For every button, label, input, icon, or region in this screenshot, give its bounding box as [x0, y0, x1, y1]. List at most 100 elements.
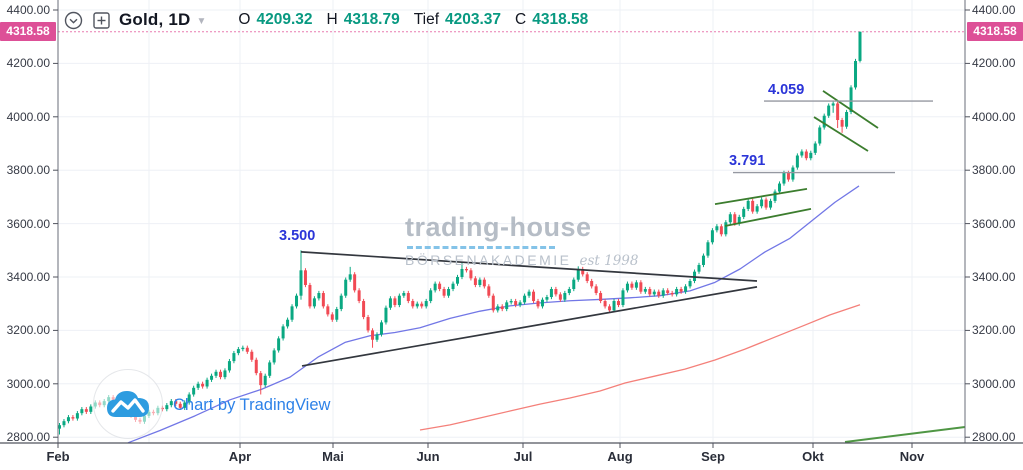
candle — [227, 361, 231, 371]
moving-average-layer — [127, 185, 861, 444]
compare-plus-icon[interactable] — [91, 10, 111, 30]
candle — [384, 307, 388, 323]
candle — [836, 103, 840, 121]
candle — [214, 371, 218, 376]
candle — [411, 301, 415, 307]
ma-fast-line — [127, 185, 860, 444]
candle — [236, 349, 240, 354]
annotation-3500[interactable]: 3.500 — [279, 228, 316, 244]
annotation-3791[interactable]: 3.791 — [729, 153, 766, 169]
candle — [339, 295, 343, 310]
price-tick-label: 2800.00 — [972, 430, 1016, 445]
price-tick-label: 4200.00 — [972, 56, 1016, 71]
candle — [670, 293, 674, 295]
tradingview-logo-circle[interactable] — [93, 369, 163, 439]
dropdown-caret-icon[interactable]: ▼ — [196, 15, 207, 27]
candle — [178, 403, 182, 408]
last-price-axis-label[interactable]: 4318.58 — [0, 21, 56, 41]
candle — [585, 274, 589, 282]
price-tick-label: 3000.00 — [6, 376, 50, 391]
candle — [737, 216, 741, 224]
symbol-title[interactable]: Gold, 1D — [119, 10, 191, 29]
candle — [572, 279, 576, 290]
candle — [827, 105, 831, 116]
time-tick-label-sep: Sep — [701, 449, 725, 464]
candle — [786, 172, 790, 180]
candle — [666, 290, 670, 294]
candle — [634, 282, 638, 288]
candles-layer — [58, 31, 862, 435]
candle — [621, 290, 625, 306]
okt-flag-lower[interactable] — [813, 116, 869, 152]
candle — [773, 191, 777, 201]
candle — [362, 301, 366, 318]
candle — [661, 290, 665, 296]
candle — [813, 143, 817, 153]
candle — [558, 294, 562, 300]
candle — [715, 226, 719, 231]
tradingview-attribution: Chart by TradingView — [93, 369, 330, 439]
candle — [281, 326, 285, 339]
candle — [290, 306, 294, 320]
attribution-link[interactable]: Chart by TradingView — [173, 395, 331, 414]
triangle-support[interactable] — [301, 286, 758, 367]
ma-slow-line — [419, 304, 861, 431]
time-tick-label-apr: Apr — [228, 449, 252, 464]
candle — [254, 359, 258, 374]
candle — [433, 283, 437, 291]
candle — [777, 183, 781, 192]
candle — [514, 301, 518, 306]
candle — [272, 350, 276, 363]
candle — [523, 295, 527, 303]
candle — [393, 298, 397, 306]
candle — [719, 226, 723, 235]
candle — [545, 297, 549, 300]
candle — [849, 87, 853, 112]
candle — [527, 291, 531, 296]
candle — [415, 303, 419, 307]
candle — [840, 120, 844, 127]
candle — [438, 283, 442, 290]
candle — [317, 293, 321, 299]
triangle-resistance[interactable] — [300, 251, 758, 282]
candle — [791, 167, 795, 180]
candle — [818, 127, 822, 144]
candle — [684, 286, 688, 292]
last-price-axis-label[interactable]: 4318.58 — [967, 21, 1023, 41]
candle — [348, 274, 352, 280]
candle — [402, 293, 406, 296]
sep-channel-lower[interactable] — [724, 208, 812, 227]
candle — [742, 208, 746, 217]
candle — [210, 375, 214, 380]
long-term-trendline[interactable] — [844, 426, 966, 443]
candle — [451, 283, 455, 290]
candle — [263, 375, 267, 386]
candle — [845, 111, 849, 127]
candle — [201, 383, 205, 387]
candle — [858, 31, 862, 61]
chart-legend: Gold, 1D ▼ O 4209.32 H 4318.79 Tief 4203… — [63, 10, 596, 30]
candle — [482, 279, 486, 287]
time-tick-label-aug: Aug — [607, 449, 633, 464]
candle — [679, 289, 683, 292]
candle — [388, 298, 392, 308]
candle — [62, 421, 66, 426]
candle — [456, 277, 460, 284]
circle-chevron-icon[interactable] — [63, 10, 83, 30]
annotation-4059[interactable]: 4.059 — [768, 82, 805, 98]
candle — [831, 103, 835, 106]
time-tick-label-jul: Jul — [513, 449, 533, 464]
candle — [312, 298, 316, 307]
candle — [751, 200, 755, 212]
candle — [303, 270, 307, 286]
candle — [854, 60, 858, 88]
sep-channel-upper[interactable] — [714, 188, 808, 205]
candle — [576, 268, 580, 280]
candle — [648, 289, 652, 295]
axis-frame — [0, 0, 1023, 448]
candle — [643, 289, 647, 292]
candle — [822, 115, 826, 128]
okt-flag-upper[interactable] — [822, 90, 879, 129]
candle — [554, 289, 558, 295]
